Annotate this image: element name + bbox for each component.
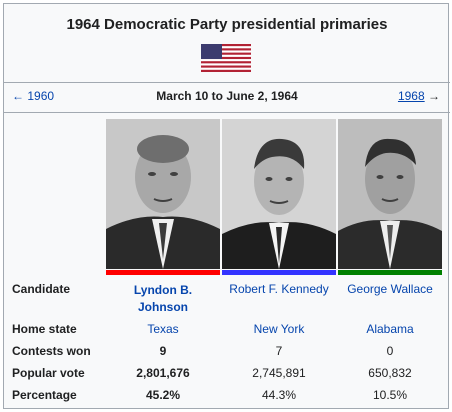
portrait-image-icon bbox=[338, 119, 442, 269]
popular-vote-wallace: 650,832 bbox=[368, 366, 412, 380]
candidate-color-bar-kennedy bbox=[222, 270, 336, 275]
candidate-color-bar-johnson bbox=[106, 270, 220, 275]
divider bbox=[4, 82, 450, 83]
home-state-kennedy[interactable]: New York bbox=[253, 322, 305, 336]
percentage-wallace: 10.5% bbox=[372, 388, 408, 402]
previous-election-link[interactable]: ← 1960 bbox=[12, 89, 54, 103]
candidate-row-label: Candidate bbox=[12, 282, 71, 296]
percentage-kennedy: 44.3% bbox=[261, 388, 297, 402]
us-flag-icon[interactable] bbox=[201, 44, 251, 72]
home-state-wallace[interactable]: Alabama bbox=[366, 322, 414, 336]
next-election-link[interactable]: 1968 → bbox=[398, 89, 440, 103]
popular-vote-kennedy: 2,745,891 bbox=[252, 366, 306, 380]
candidate-name-line[interactable]: Lyndon B. bbox=[133, 283, 193, 297]
candidate-photo-kennedy[interactable] bbox=[222, 119, 336, 269]
candidate-name-line[interactable]: Johnson bbox=[138, 300, 188, 314]
portrait-image-icon bbox=[106, 119, 220, 269]
percentage-johnson: 45.2% bbox=[145, 388, 181, 402]
home-state-row-label: Home state bbox=[12, 322, 77, 336]
contests-won-kennedy: 7 bbox=[275, 344, 283, 358]
candidate-name-wallace[interactable]: George Wallace bbox=[347, 282, 433, 296]
right-arrow-icon: → bbox=[428, 89, 440, 103]
contests-won-johnson: 9 bbox=[159, 344, 167, 358]
contests-won-row-label: Contests won bbox=[12, 344, 91, 358]
candidate-color-bar-wallace bbox=[338, 270, 442, 275]
popular-vote-row-label: Popular vote bbox=[12, 366, 85, 380]
infobox: 1964 Democratic Party presidential prima… bbox=[3, 3, 450, 409]
percentage-row-label: Percentage bbox=[12, 388, 77, 402]
home-state-johnson[interactable]: Texas bbox=[147, 322, 179, 336]
infobox-title: 1964 Democratic Party presidential prima… bbox=[66, 16, 388, 33]
previous-election-label[interactable]: 1960 bbox=[27, 89, 55, 103]
date-range: March 10 to June 2, 1964 bbox=[156, 89, 298, 103]
left-arrow-icon: ← bbox=[12, 89, 24, 103]
candidate-name-kennedy[interactable]: Robert F. Kennedy bbox=[229, 282, 329, 296]
candidate-name-johnson[interactable]: Lyndon B. Johnson bbox=[106, 282, 220, 316]
next-election-label[interactable]: 1968 bbox=[397, 89, 425, 103]
portrait-image-icon bbox=[222, 119, 336, 269]
contests-won-wallace: 0 bbox=[386, 344, 394, 358]
popular-vote-johnson: 2,801,676 bbox=[136, 366, 190, 380]
divider bbox=[4, 112, 450, 113]
candidate-photo-wallace[interactable] bbox=[338, 119, 442, 269]
candidate-photo-johnson[interactable] bbox=[106, 119, 220, 269]
